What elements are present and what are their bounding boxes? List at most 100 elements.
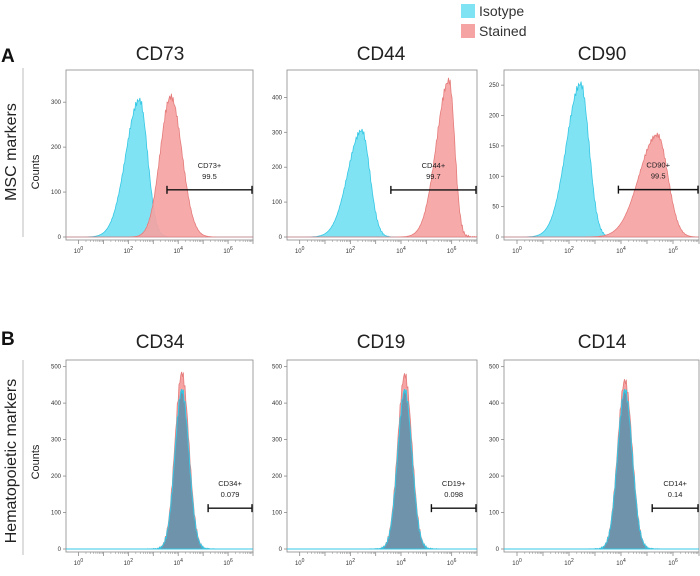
y-tick-label: 100 xyxy=(51,511,62,517)
plot-frame xyxy=(503,359,700,553)
stained-histogram xyxy=(66,371,253,550)
gate-cd14: CD14+ 0.14 xyxy=(651,479,699,513)
histogram-cd19: CD19 0 100 200 300 400 500 100 102 104 106 CD19+ 0.0… xyxy=(272,332,478,567)
x-tick-label: 100 xyxy=(74,246,84,255)
gate-percentage: 0.079 xyxy=(221,490,240,499)
y-tick-label: 400 xyxy=(272,95,283,101)
y-tick-label: 300 xyxy=(489,438,500,444)
gate-cd19: CD19+ 0.098 xyxy=(430,479,477,513)
plot-frame xyxy=(286,359,478,553)
plot-frame xyxy=(65,69,254,241)
gate-label: CD73+ xyxy=(198,161,222,170)
x-tick-label: 106 xyxy=(668,246,678,255)
y-tick-label: 200 xyxy=(489,114,500,120)
x-tick-label: 102 xyxy=(564,558,574,567)
chart-title: CD90 xyxy=(578,44,627,65)
y-tick-label: 200 xyxy=(51,145,62,151)
y-axis-label-a: Counts xyxy=(30,154,42,189)
stained-histogram xyxy=(287,77,478,238)
plot-frame xyxy=(65,359,254,553)
y-tick-label: 500 xyxy=(51,365,62,371)
y-tick-label: 500 xyxy=(489,365,500,371)
stained-histogram xyxy=(504,132,700,238)
x-tick-label: 100 xyxy=(295,558,305,567)
y-tick-label: 300 xyxy=(51,100,62,106)
y-tick-label: 400 xyxy=(489,401,500,407)
charts-container: CD73 0 100 200 300 100 102 104 106 CD73+ 99.5 CD44 0… xyxy=(51,44,700,567)
gate-label: CD90+ xyxy=(646,161,670,170)
y-tick-label: 100 xyxy=(51,190,62,196)
y-tick-label: 100 xyxy=(272,200,283,206)
x-tick-label: 104 xyxy=(616,558,626,567)
stained-histogram xyxy=(504,379,699,550)
y-tick-label: 50 xyxy=(492,205,499,211)
y-tick-label: 0 xyxy=(496,547,500,553)
x-tick-label: 102 xyxy=(124,246,134,255)
gate-cd90: CD90+ 99.5 xyxy=(617,161,699,194)
gate-percentage: 0.098 xyxy=(444,490,463,499)
gate-percentage: 99.5 xyxy=(651,172,666,181)
panel-letter-b: B xyxy=(1,329,15,350)
y-tick-label: 0 xyxy=(279,547,283,553)
x-tick-label: 100 xyxy=(295,246,305,255)
x-tick-label: 106 xyxy=(668,558,678,567)
isotype-histogram xyxy=(504,388,699,550)
y-tick-label: 0 xyxy=(58,547,62,553)
y-tick-label: 100 xyxy=(489,174,500,180)
y-tick-label: 250 xyxy=(489,83,500,89)
isotype-histogram xyxy=(66,388,253,550)
gate-cd34: CD34+ 0.079 xyxy=(207,479,253,513)
y-tick-label: 300 xyxy=(272,438,283,444)
legend-swatch-isotype xyxy=(461,4,475,18)
y-tick-label: 200 xyxy=(489,474,500,480)
plot-frame xyxy=(286,69,478,241)
x-tick-label: 106 xyxy=(447,558,457,567)
stained-histogram xyxy=(66,93,253,238)
histogram-cd44: CD44 0 100 200 300 400 100 102 104 106 CD44+ 99.7 xyxy=(272,44,478,255)
legend-swatch-stained xyxy=(461,24,475,38)
gate-percentage: 99.7 xyxy=(426,172,441,181)
x-tick-label: 106 xyxy=(447,246,457,255)
x-tick-label: 100 xyxy=(512,246,522,255)
gate-cd44: CD44+ 99.7 xyxy=(390,161,477,194)
gate-label: CD34+ xyxy=(218,479,242,488)
gate-label: CD44+ xyxy=(422,161,446,170)
panel-letter-a: A xyxy=(1,46,15,67)
gate-cd73: CD73+ 99.5 xyxy=(166,161,253,194)
y-tick-label: 300 xyxy=(51,438,62,444)
y-tick-label: 100 xyxy=(489,511,500,517)
y-tick-label: 500 xyxy=(272,365,283,371)
chart-title: CD14 xyxy=(578,332,627,353)
chart-title: CD73 xyxy=(136,44,185,65)
isotype-histogram xyxy=(287,388,477,550)
y-tick-label: 150 xyxy=(489,144,500,150)
x-tick-label: 102 xyxy=(346,246,356,255)
chart-title: CD19 xyxy=(357,332,406,353)
x-tick-label: 104 xyxy=(396,246,406,255)
x-tick-label: 102 xyxy=(346,558,356,567)
y-tick-label: 100 xyxy=(272,511,283,517)
y-tick-label: 300 xyxy=(272,130,283,136)
chart-title: CD34 xyxy=(136,332,185,353)
legend-label-isotype: Isotype xyxy=(479,3,524,19)
histogram-cd34: CD34 0 100 200 300 400 500 100 102 104 106 CD34+ 0.0… xyxy=(51,332,254,567)
legend-label-stained: Stained xyxy=(479,23,526,39)
y-tick-label: 200 xyxy=(272,474,283,480)
chart-title: CD44 xyxy=(357,44,406,65)
gate-percentage: 0.14 xyxy=(668,490,683,499)
row-label-msc: MSC markers xyxy=(3,103,20,201)
x-tick-label: 104 xyxy=(173,246,183,255)
y-tick-label: 400 xyxy=(272,401,283,407)
histogram-cd73: CD73 0 100 200 300 100 102 104 106 CD73+ 99.5 xyxy=(51,44,254,255)
y-tick-label: 0 xyxy=(58,235,62,241)
y-axis-label-b: Counts xyxy=(30,444,42,479)
gate-label: CD19+ xyxy=(442,479,466,488)
x-tick-label: 100 xyxy=(74,558,84,567)
row-label-hematopoietic: Hematopoietic markers xyxy=(3,379,20,544)
legend: Isotype Stained xyxy=(461,3,526,39)
x-tick-label: 102 xyxy=(564,246,574,255)
x-tick-label: 106 xyxy=(223,246,233,255)
y-tick-label: 200 xyxy=(272,165,283,171)
x-tick-label: 104 xyxy=(173,558,183,567)
